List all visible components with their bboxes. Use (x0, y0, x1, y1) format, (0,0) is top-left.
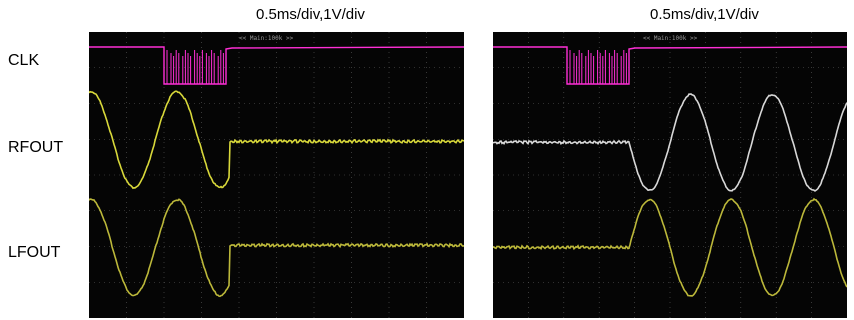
left-clk-trace (89, 46, 464, 85)
right-waveform-svg: << Main:100k >> (493, 32, 847, 318)
right-rfout-trace (493, 93, 847, 192)
right-timebase-tag: << Main:100k >> (643, 35, 698, 42)
left-waveform-svg: << Main:100k >> (89, 32, 464, 318)
right-grid (493, 32, 847, 318)
left-timebase-tag: << Main:100k >> (239, 35, 294, 42)
rfout-label: RFOUT (8, 139, 64, 156)
right-scale-label: 0.5ms/div,1V/div (650, 6, 759, 23)
left-oscilloscope-screen: << Main:100k >> (89, 32, 464, 318)
left-scale-label: 0.5ms/div,1V/div (256, 6, 365, 23)
left-lfout-trace (89, 198, 464, 298)
clk-label: CLK (8, 52, 40, 69)
left-rfout-trace (89, 90, 464, 190)
right-clk-trace (493, 46, 847, 85)
left-grid (89, 32, 464, 318)
right-clk-burst (569, 50, 627, 84)
right-lfout-trace (493, 197, 847, 297)
left-clk-burst (166, 50, 224, 84)
lfout-label: LFOUT (8, 244, 61, 261)
right-oscilloscope-screen: << Main:100k >> (493, 32, 847, 318)
